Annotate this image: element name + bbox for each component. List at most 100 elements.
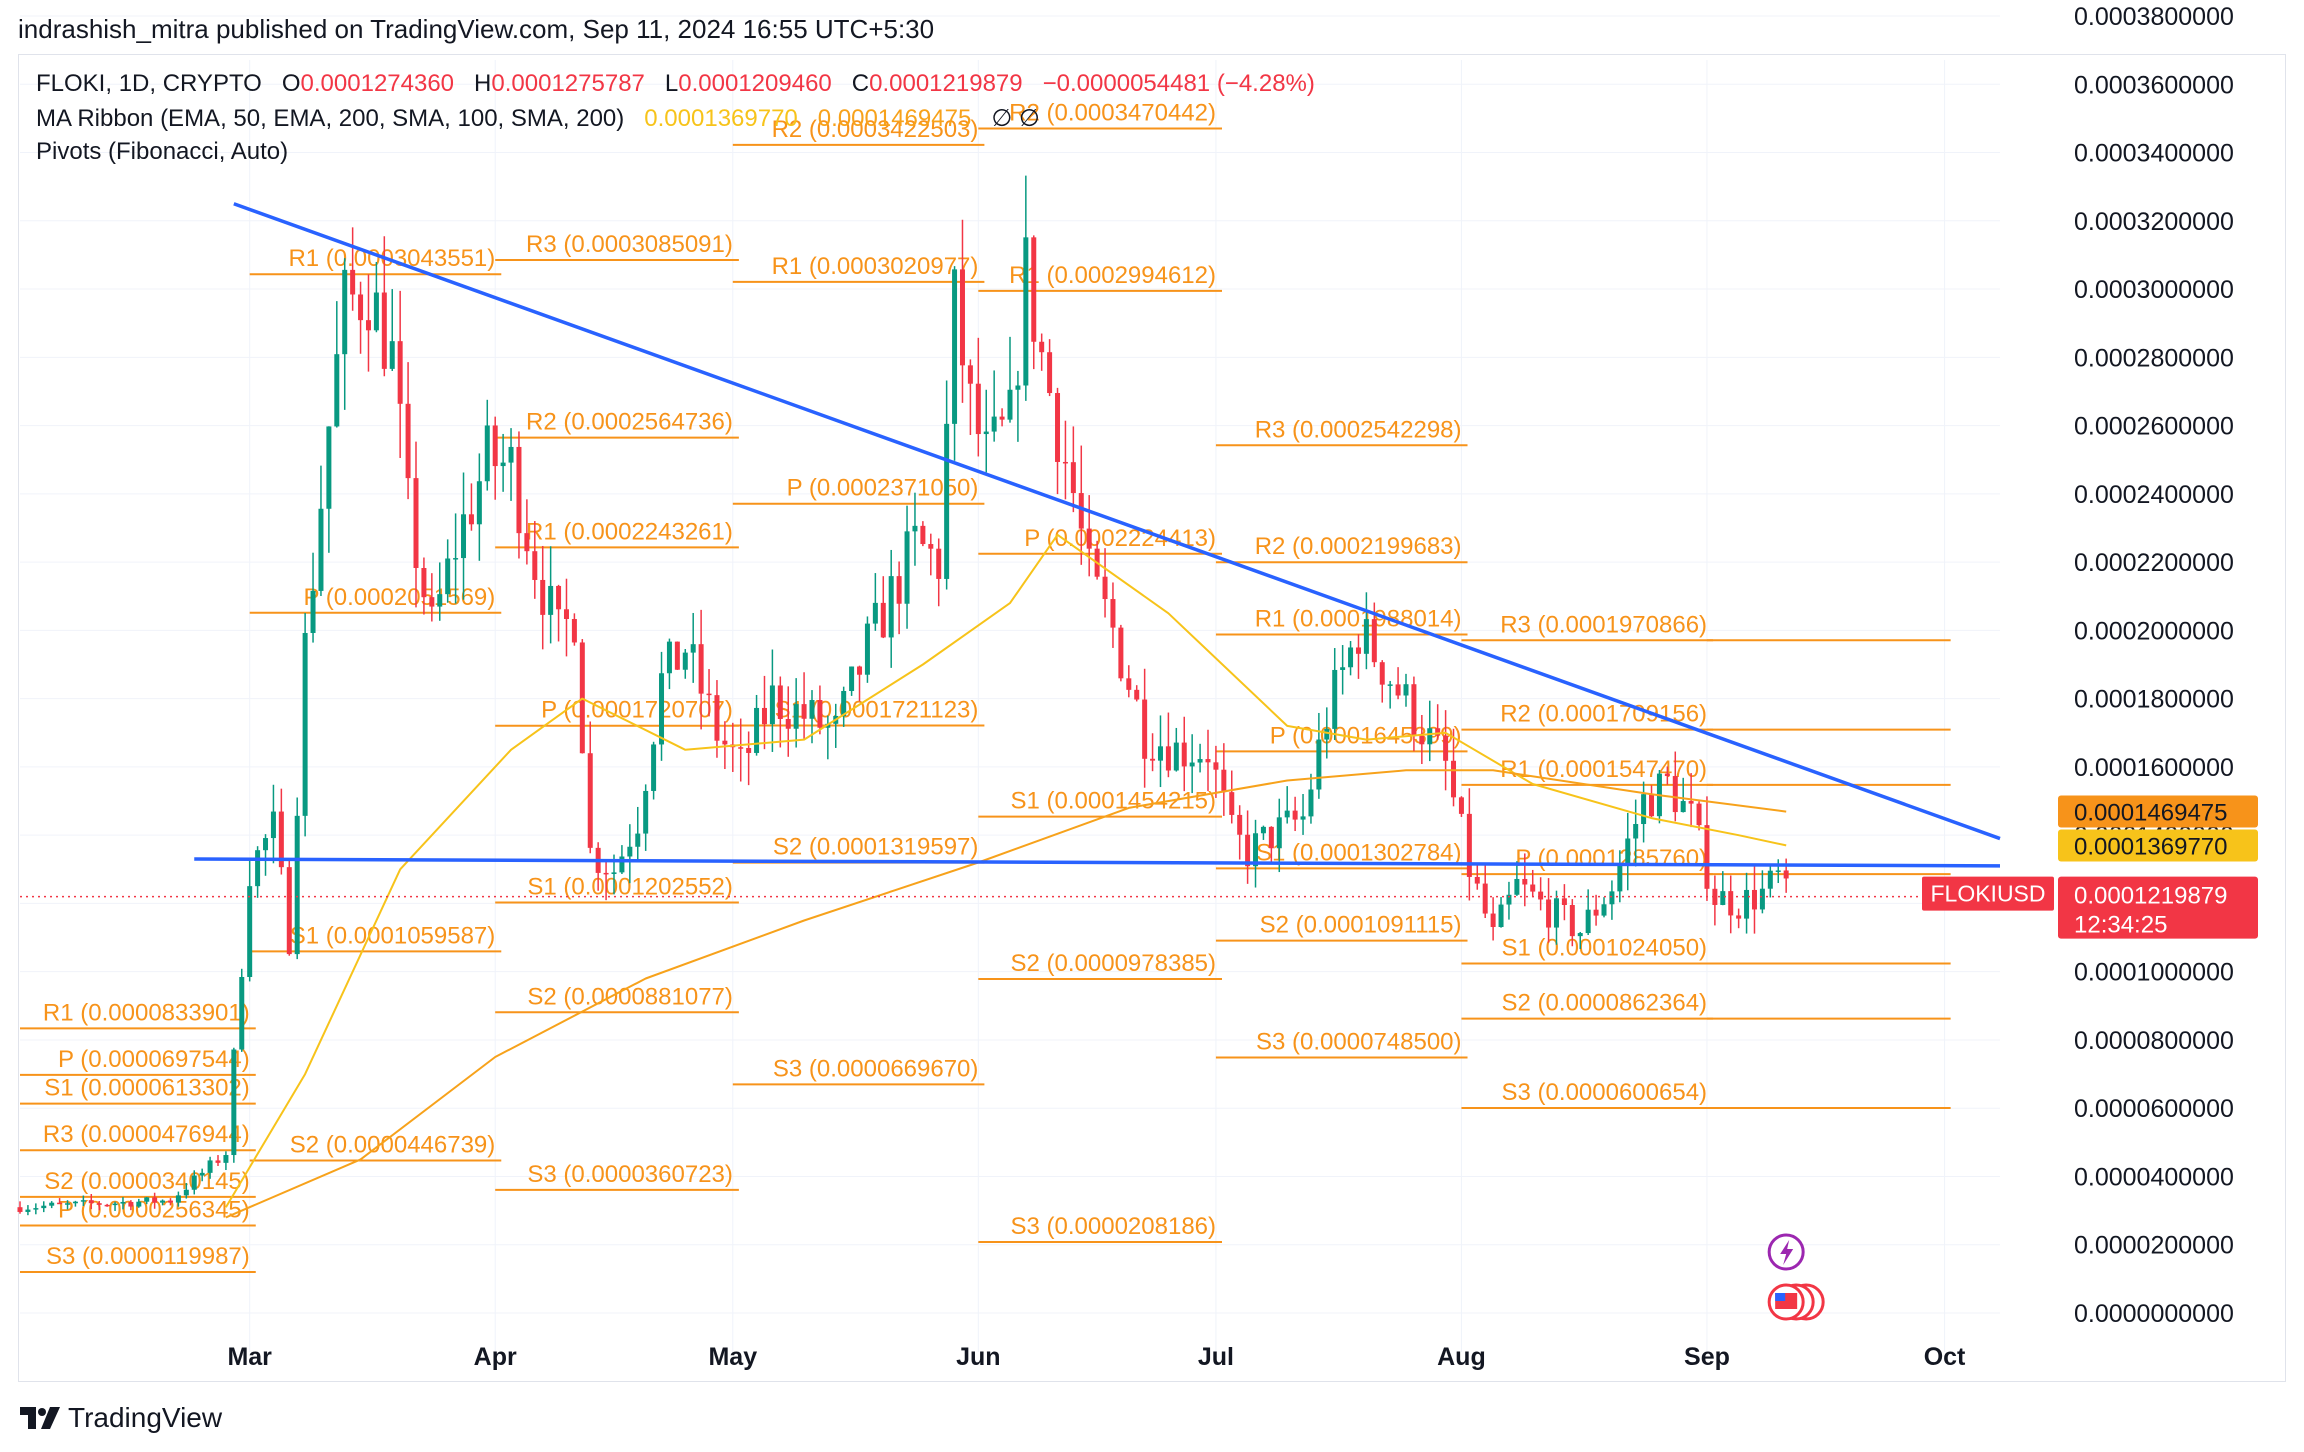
descending-trendline xyxy=(233,202,2001,841)
candle-body xyxy=(1593,909,1599,916)
candle-body xyxy=(350,269,356,295)
candle-body xyxy=(1102,576,1108,600)
candle-body xyxy=(1237,814,1243,835)
bar-countdown-label: 12:34:25 xyxy=(2074,912,2167,939)
candle-body xyxy=(1221,769,1227,793)
pivot-level-label: P (0.0002371050) xyxy=(787,475,979,502)
candle-body xyxy=(959,269,965,366)
chart-frame[interactable] xyxy=(18,54,2286,1382)
candle-body xyxy=(1522,878,1528,885)
candle-body xyxy=(674,641,680,670)
pivot-level-label: R1 (0.0003020977) xyxy=(772,253,979,280)
candle-body xyxy=(231,1049,237,1156)
candle-body xyxy=(928,544,934,549)
candle-body xyxy=(651,744,657,791)
legend-ma-na: ∅ ∅ xyxy=(991,105,1040,132)
y-tick-label: 0.0000800000 xyxy=(2074,1027,2234,1055)
tradingview-brand[interactable]: TradingView xyxy=(20,1402,222,1434)
candle-body xyxy=(500,462,506,467)
legend-symbol[interactable]: FLOKI, 1D, CRYPTO xyxy=(36,70,262,97)
candle-body xyxy=(413,478,419,569)
candle-body xyxy=(1173,742,1179,771)
candle-body xyxy=(1355,647,1361,654)
candle-body xyxy=(1260,826,1266,834)
price-tag-label: 0.0001369770 xyxy=(2074,833,2228,860)
x-tick-label: Sep xyxy=(1684,1343,1730,1371)
candle-body xyxy=(690,644,696,653)
candle-body xyxy=(1126,678,1132,690)
candle-body xyxy=(587,753,593,848)
legend-ma-value-1: 0.0001369770 xyxy=(644,105,798,132)
pivot-level-label: S3 (0.0000119987) xyxy=(46,1243,250,1270)
candle-body xyxy=(659,673,665,745)
legend-pivots[interactable]: Pivots (Fibonacci, Auto) xyxy=(36,138,288,166)
candle-body xyxy=(952,269,958,424)
candle-body xyxy=(286,867,292,955)
pivot-level-label: S3 (0.0000600654) xyxy=(1502,1079,1708,1106)
pivot-level-label: S2 (0.0000862364) xyxy=(1502,990,1708,1017)
candle-body xyxy=(492,425,498,467)
candle-body xyxy=(183,1189,189,1196)
x-tick-label: Jun xyxy=(956,1343,1000,1371)
candle-body xyxy=(453,558,459,560)
candle-body xyxy=(1205,759,1211,763)
candle-body xyxy=(1767,870,1773,889)
candle-body xyxy=(405,403,411,479)
candle-body xyxy=(484,425,490,482)
candle-body xyxy=(152,1197,158,1203)
candle-body xyxy=(983,431,989,435)
candle-body xyxy=(167,1200,173,1203)
candle-body xyxy=(1617,864,1623,892)
candle-body xyxy=(540,579,546,615)
candle-body xyxy=(1672,776,1678,813)
candle-body xyxy=(302,632,308,816)
candle-body xyxy=(706,693,712,696)
candle-body xyxy=(342,269,348,355)
pivot-level-label: P (0.0002051569) xyxy=(304,584,496,611)
candle-body xyxy=(421,568,427,598)
candle-body xyxy=(1633,824,1639,839)
candle-body xyxy=(643,790,649,834)
pivot-level-label: P (0.0001720707) xyxy=(541,697,733,724)
candle-body xyxy=(1728,891,1734,916)
candle-body xyxy=(1007,389,1013,420)
candle-body xyxy=(1150,758,1156,761)
candle-body xyxy=(1498,904,1504,928)
candle-body xyxy=(49,1202,55,1206)
pivot-level-label: S1 (0.0001454215) xyxy=(1011,788,1217,815)
candle-body xyxy=(1538,891,1544,900)
candle-body xyxy=(381,292,387,369)
candle-body xyxy=(310,590,316,633)
candle-body xyxy=(1569,905,1575,937)
candle-body xyxy=(801,704,807,719)
candle-body xyxy=(255,850,261,887)
candle-body xyxy=(841,690,847,716)
candle-body xyxy=(563,609,569,619)
y-tick-label: 0.0003200000 xyxy=(2074,208,2234,236)
tradingview-logo-icon xyxy=(20,1407,60,1429)
candle-body xyxy=(1625,838,1631,865)
candle-body xyxy=(239,976,245,1050)
candle-body xyxy=(769,685,775,725)
ema-50-line xyxy=(225,533,1787,1208)
candle-body xyxy=(1086,528,1092,549)
candle-body xyxy=(112,1203,118,1206)
legend-ma-title: MA Ribbon (EMA, 50, EMA, 200, SMA, 100, … xyxy=(36,105,625,132)
candle-body xyxy=(516,446,522,534)
candle-body xyxy=(1142,699,1148,759)
candle-body xyxy=(896,576,902,604)
candle-body xyxy=(548,585,554,615)
symbol-tag xyxy=(1922,876,2054,911)
candle-body xyxy=(864,623,870,675)
legend-ma-ribbon[interactable]: MA Ribbon (EMA, 50, EMA, 200, SMA, 100, … xyxy=(36,104,1040,133)
candle-body xyxy=(429,597,435,607)
candle-body xyxy=(175,1195,181,1203)
pivot-level-label: R3 (0.0001970866) xyxy=(1500,611,1707,638)
candle-body xyxy=(571,618,577,643)
candle-body xyxy=(1403,684,1409,696)
candle-body xyxy=(1039,341,1045,353)
candle-body xyxy=(25,1209,31,1212)
candle-body xyxy=(1482,883,1488,914)
candle-body xyxy=(191,1175,197,1190)
